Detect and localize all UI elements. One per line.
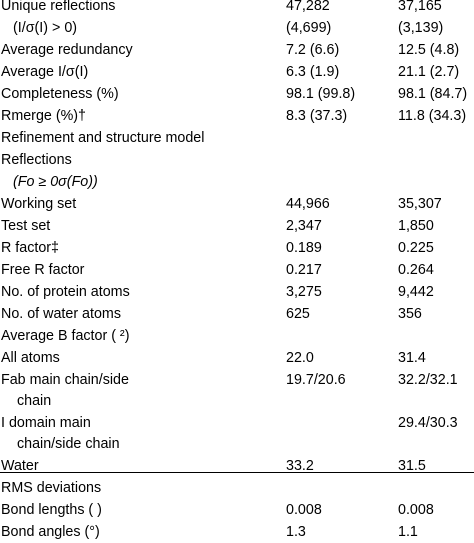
table-row: Fab main chain/side 19.7/20.6 32.2/32.1	[0, 369, 474, 391]
value-col1: 6.3 (1.9)	[286, 64, 340, 80]
value-col2: 0.264	[398, 262, 434, 278]
value-col1: 22.0	[286, 350, 314, 366]
table-row: Free R factor 0.217 0.264	[0, 259, 474, 281]
value-col2: 21.1 (2.7)	[398, 64, 460, 80]
value-col1: 7.2 (6.6)	[286, 42, 340, 58]
row-label-continuation: chain/side chain	[17, 436, 120, 452]
value-col2: 12.5 (4.8)	[398, 42, 460, 58]
table-row: No. of water atoms 625 356	[0, 303, 474, 325]
row-label: (I/σ(I) > 0)	[13, 20, 78, 36]
row-label: RMS deviations	[1, 480, 102, 496]
table-row: (Fo ≥ 0σ(Fo))	[0, 171, 474, 193]
table-row: All atoms 22.0 31.4	[0, 347, 474, 369]
row-label: (Fo ≥ 0σ(Fo))	[13, 174, 98, 190]
row-label: Average I/σ(I)	[1, 64, 89, 80]
table-bottom-rule	[0, 472, 474, 473]
section-heading: Refinement and structure model	[1, 130, 205, 146]
row-label: Unique reflections	[1, 0, 116, 14]
value-col2: 98.1 (84.7)	[398, 86, 468, 102]
value-col2: 11.8 (34.3)	[398, 108, 467, 124]
row-label: Bond lengths ( )	[1, 502, 102, 518]
row-label: All atoms	[1, 350, 60, 366]
value-col1: 1.3	[286, 524, 306, 540]
value-col2: 31.5	[398, 458, 426, 474]
value-col1: (4,699)	[286, 20, 332, 36]
value-col2: 9,442	[398, 284, 434, 300]
value-col2: 31.4	[398, 350, 426, 366]
value-col1: 19.7/20.6	[286, 372, 346, 388]
value-col1: 625	[286, 306, 310, 322]
section-heading-row: Refinement and structure model	[0, 127, 474, 149]
value-col2: 1,850	[398, 218, 434, 234]
value-col1: 44,966	[286, 196, 330, 212]
table-row: RMS deviations	[0, 477, 474, 499]
row-label: I domain main	[1, 415, 91, 431]
table-row: Completeness (%) 98.1 (99.8) 98.1 (84.7)	[0, 83, 474, 105]
table-row: Average redundancy 7.2 (6.6) 12.5 (4.8)	[0, 39, 474, 61]
row-label: Water	[1, 458, 39, 474]
row-label: Average redundancy	[1, 42, 133, 58]
row-label: Average B factor ( ²)	[1, 328, 130, 344]
table-row: Test set 2,347 1,850	[0, 215, 474, 237]
table-row: Bond angles (°) 1.3 1.1	[0, 521, 474, 543]
value-col2: (3,139)	[398, 20, 444, 36]
row-label: No. of water atoms	[1, 306, 121, 322]
table-row: Bond lengths ( ) 0.008 0.008	[0, 499, 474, 521]
table-row: (I/σ(I) > 0) (4,699) (3,139)	[0, 17, 474, 39]
row-label: Test set	[1, 218, 51, 234]
row-label: Bond angles (°)	[1, 524, 100, 540]
table-row-continuation: chain	[0, 391, 474, 412]
table-row: R factor‡ 0.189 0.225	[0, 237, 474, 259]
value-col1: 0.217	[286, 262, 322, 278]
table-row: Rmerge (%)† 8.3 (37.3) 11.8 (34.3)	[0, 105, 474, 127]
row-label: Reflections	[1, 152, 72, 168]
row-label: Rmerge (%)†	[1, 108, 87, 124]
table-row: Working set 44,966 35,307	[0, 193, 474, 215]
table-row: No. of protein atoms 3,275 9,442	[0, 281, 474, 303]
table-row: Average I/σ(I) 6.3 (1.9) 21.1 (2.7)	[0, 61, 474, 83]
value-col2: 356	[398, 306, 422, 322]
value-col2: 37,165	[398, 0, 442, 14]
table-row: Water 33.2 31.5	[0, 455, 474, 477]
value-col2: 0.225	[398, 240, 434, 256]
row-label: Free R factor	[1, 262, 85, 278]
row-label: Working set	[1, 196, 77, 212]
table-row: Unique reflections 47,282 37,165	[0, 0, 474, 17]
row-label: Completeness (%)	[1, 86, 119, 102]
value-col1: 98.1 (99.8)	[286, 86, 356, 102]
value-col1: 8.3 (37.3)	[286, 108, 348, 124]
table-row: Reflections	[0, 149, 474, 171]
value-col1: 2,347	[286, 218, 322, 234]
value-col2: 0.008	[398, 502, 434, 518]
row-label-continuation: chain	[17, 393, 52, 409]
value-col2: 32.2/32.1	[398, 372, 458, 388]
value-col1: 3,275	[286, 284, 322, 300]
value-col1: 47,282	[286, 0, 330, 14]
table-row: I domain main 29.4/30.3	[0, 412, 474, 434]
table-row-continuation: chain/side chain	[0, 434, 474, 455]
value-col1: 0.008	[286, 502, 322, 518]
row-label: R factor‡	[1, 240, 60, 256]
value-col1: 0.189	[286, 240, 322, 256]
row-label: No. of protein atoms	[1, 284, 130, 300]
table-row: Average B factor ( ²)	[0, 325, 474, 347]
value-col2: 29.4/30.3	[398, 415, 458, 431]
value-col2: 1.1	[398, 524, 418, 540]
row-label: Fab main chain/side	[1, 372, 129, 388]
value-col2: 35,307	[398, 196, 442, 212]
value-col1: 33.2	[286, 458, 314, 474]
